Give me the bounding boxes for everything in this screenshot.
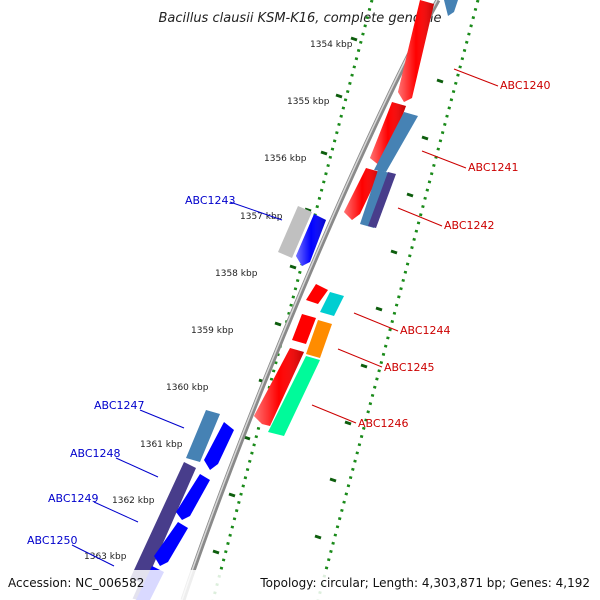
tick-mark — [335, 93, 343, 99]
gene-ABC1242-top-arrow[interactable] — [374, 112, 418, 172]
tick-mark — [350, 36, 358, 42]
tick-mark — [304, 207, 312, 213]
tick-mark — [289, 264, 297, 270]
tick-label: 1360 kbp — [166, 383, 209, 393]
tick-label: 1354 kbp — [310, 40, 353, 50]
leader-line — [93, 501, 139, 523]
leader-line — [337, 348, 383, 368]
tick-mark — [344, 420, 352, 426]
tick-ruler — [211, 0, 480, 600]
leader-line — [115, 457, 159, 478]
genome-summary-text: Topology: circular; Length: 4,303,871 bp… — [259, 576, 590, 590]
tick-mark — [212, 549, 220, 555]
tick-label: 1361 kbp — [140, 440, 183, 450]
gene-ABC1246-body[interactable] — [268, 356, 320, 436]
leader-line — [353, 312, 399, 332]
tick-mark — [329, 477, 337, 483]
gene-ABC1240-arrow-shade — [398, 0, 434, 102]
reverse-strand-genes — [254, 0, 458, 436]
tick-mark — [320, 150, 328, 156]
gene-ABC1248-blue-arrow[interactable] — [176, 474, 210, 520]
forward-labels: ABC1243 ABC1247 ABC1248 ABC1249 ABC1250 — [27, 194, 283, 567]
outer-ruler-line — [316, 0, 480, 600]
gene-ABC1241-arrow-shade — [370, 102, 406, 166]
tick-label: 1357 kbp — [240, 212, 283, 222]
gene-ABC1243-gray-arrow — [278, 206, 312, 258]
leader-line — [71, 544, 115, 567]
leader-line — [139, 409, 185, 429]
tick-label: 1356 kbp — [264, 154, 307, 164]
gene-ABC1247-blue-arrow[interactable] — [204, 422, 234, 470]
tick-group: 1354 kbp 1355 kbp 1356 kbp 1357 kbp 1358… — [84, 36, 444, 562]
tick-mark — [274, 321, 282, 327]
gene-label-ABC1247[interactable]: ABC1247 — [94, 399, 145, 412]
leader-line — [229, 201, 283, 221]
genome-backbone — [180, 0, 441, 600]
reverse-labels: ABC1240 ABC1241 ABC1242 ABC1244 ABC1245 … — [311, 68, 551, 430]
leader-line — [453, 68, 499, 87]
tick-label: 1358 kbp — [215, 269, 258, 279]
tick-ruler-line — [211, 0, 374, 600]
tick-label: 1362 kbp — [112, 496, 155, 506]
leader-line — [421, 150, 467, 169]
gene-label-ABC1246[interactable]: ABC1246 — [358, 417, 409, 430]
tick-mark — [390, 249, 398, 255]
tick-label: 1355 kbp — [287, 97, 330, 107]
map-title: Bacillus clausii KSM-K16, complete genom… — [158, 11, 441, 26]
gene-ABC1243-arrow-shade — [296, 214, 326, 266]
gene-ABC1244-arrow[interactable] — [320, 292, 344, 316]
tick-label: 1363 kbp — [84, 552, 127, 562]
gene-label-ABC1249[interactable]: ABC1249 — [48, 492, 99, 505]
gene-ABC1248-arrow[interactable] — [122, 462, 196, 600]
gene-label-ABC1243[interactable]: ABC1243 — [185, 194, 236, 207]
gene-top-blue-arrow[interactable] — [444, 0, 458, 16]
gene-ABC1244-arrow-red[interactable] — [306, 284, 328, 304]
gene-label-ABC1240[interactable]: ABC1240 — [500, 79, 551, 92]
gene-label-ABC1244[interactable]: ABC1244 — [400, 324, 451, 337]
gene-ABC1242-arrow-shade — [344, 168, 380, 220]
tick-mark — [243, 435, 251, 441]
gene-label-ABC1242[interactable]: ABC1242 — [444, 219, 495, 232]
gene-ABC1245-top-arrow[interactable] — [292, 314, 316, 344]
leader-line — [397, 207, 443, 227]
gene-ABC1246-arrow-shade — [254, 348, 304, 426]
genome-backbone-highlight — [181, 0, 438, 600]
tick-mark — [406, 192, 414, 198]
tick-mark — [436, 78, 444, 84]
tick-mark — [314, 534, 322, 540]
gene-ABC1249-arrow[interactable] — [154, 522, 188, 566]
gene-label-ABC1250[interactable]: ABC1250 — [27, 534, 78, 547]
tick-mark — [375, 306, 383, 312]
tick-mark — [421, 135, 429, 141]
gene-label-ABC1245[interactable]: ABC1245 — [384, 361, 435, 374]
gene-ABC1242-stripe — [368, 172, 396, 228]
gene-ABC1245-arrow[interactable] — [306, 320, 332, 358]
tick-mark — [360, 363, 368, 369]
gene-label-ABC1241[interactable]: ABC1241 — [468, 161, 519, 174]
tick-label: 1359 kbp — [191, 326, 234, 336]
gene-ABC1247-arrow[interactable] — [186, 410, 220, 462]
accession-text: Accession: NC_006582 — [8, 576, 144, 590]
leader-line — [311, 404, 357, 424]
footer-background — [0, 570, 600, 600]
tick-mark — [228, 492, 236, 498]
gene-label-ABC1248[interactable]: ABC1248 — [70, 447, 121, 460]
